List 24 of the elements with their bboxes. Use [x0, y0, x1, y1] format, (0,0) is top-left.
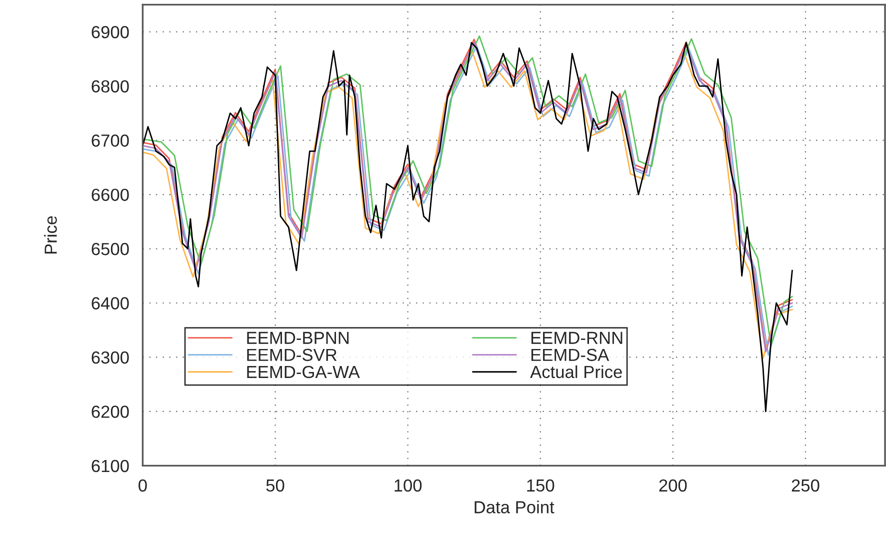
y-tick-label: 6500 — [92, 242, 129, 256]
line-series — [142, 42, 793, 412]
y-tick-label: 6600 — [92, 188, 129, 201]
x-tick-label: 250 — [792, 479, 820, 492]
legend-label: Actual Price — [530, 365, 622, 378]
x-tick-label: 0 — [138, 479, 147, 492]
x-tick-label: 100 — [394, 479, 422, 492]
y-tick-label: 6100 — [92, 460, 129, 472]
y-tick-label: 6300 — [92, 351, 129, 364]
legend-label: EEMD-RNN — [531, 332, 622, 344]
x-axis-title: Data Point — [474, 500, 554, 514]
y-tick-label: 6900 — [92, 26, 129, 38]
legend-label: EEMD-SVR — [247, 348, 337, 362]
legend-label: EEMD-SA — [531, 348, 610, 362]
x-tick-label: 50 — [266, 479, 284, 492]
y-tick-label: 6700 — [92, 134, 129, 147]
y-tick-label: 6200 — [92, 406, 129, 418]
legend-label: EEMD-BPNN — [247, 332, 349, 344]
y-axis-title: Price — [44, 216, 57, 254]
x-tick-label: 150 — [527, 479, 554, 492]
y-tick-label: 6400 — [92, 297, 129, 310]
legend-label: EEMD-GA-WA — [247, 366, 360, 378]
x-tick-label: 200 — [659, 479, 687, 492]
y-tick-label: 6800 — [92, 80, 129, 93]
